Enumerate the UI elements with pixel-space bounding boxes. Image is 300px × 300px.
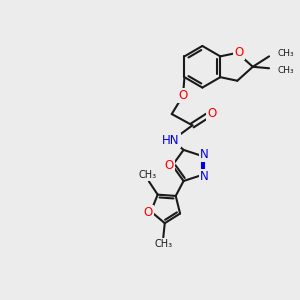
Text: CH₃: CH₃ (138, 170, 156, 180)
Text: CH₃: CH₃ (278, 66, 295, 75)
Text: N: N (200, 170, 209, 183)
Text: O: O (165, 159, 174, 172)
Text: O: O (178, 89, 188, 102)
Text: O: O (234, 46, 243, 59)
Text: CH₃: CH₃ (154, 239, 172, 249)
Text: N: N (200, 148, 208, 161)
Text: O: O (143, 206, 153, 220)
Text: HN: HN (162, 134, 180, 147)
Text: CH₃: CH₃ (278, 50, 295, 58)
Text: O: O (208, 107, 217, 120)
